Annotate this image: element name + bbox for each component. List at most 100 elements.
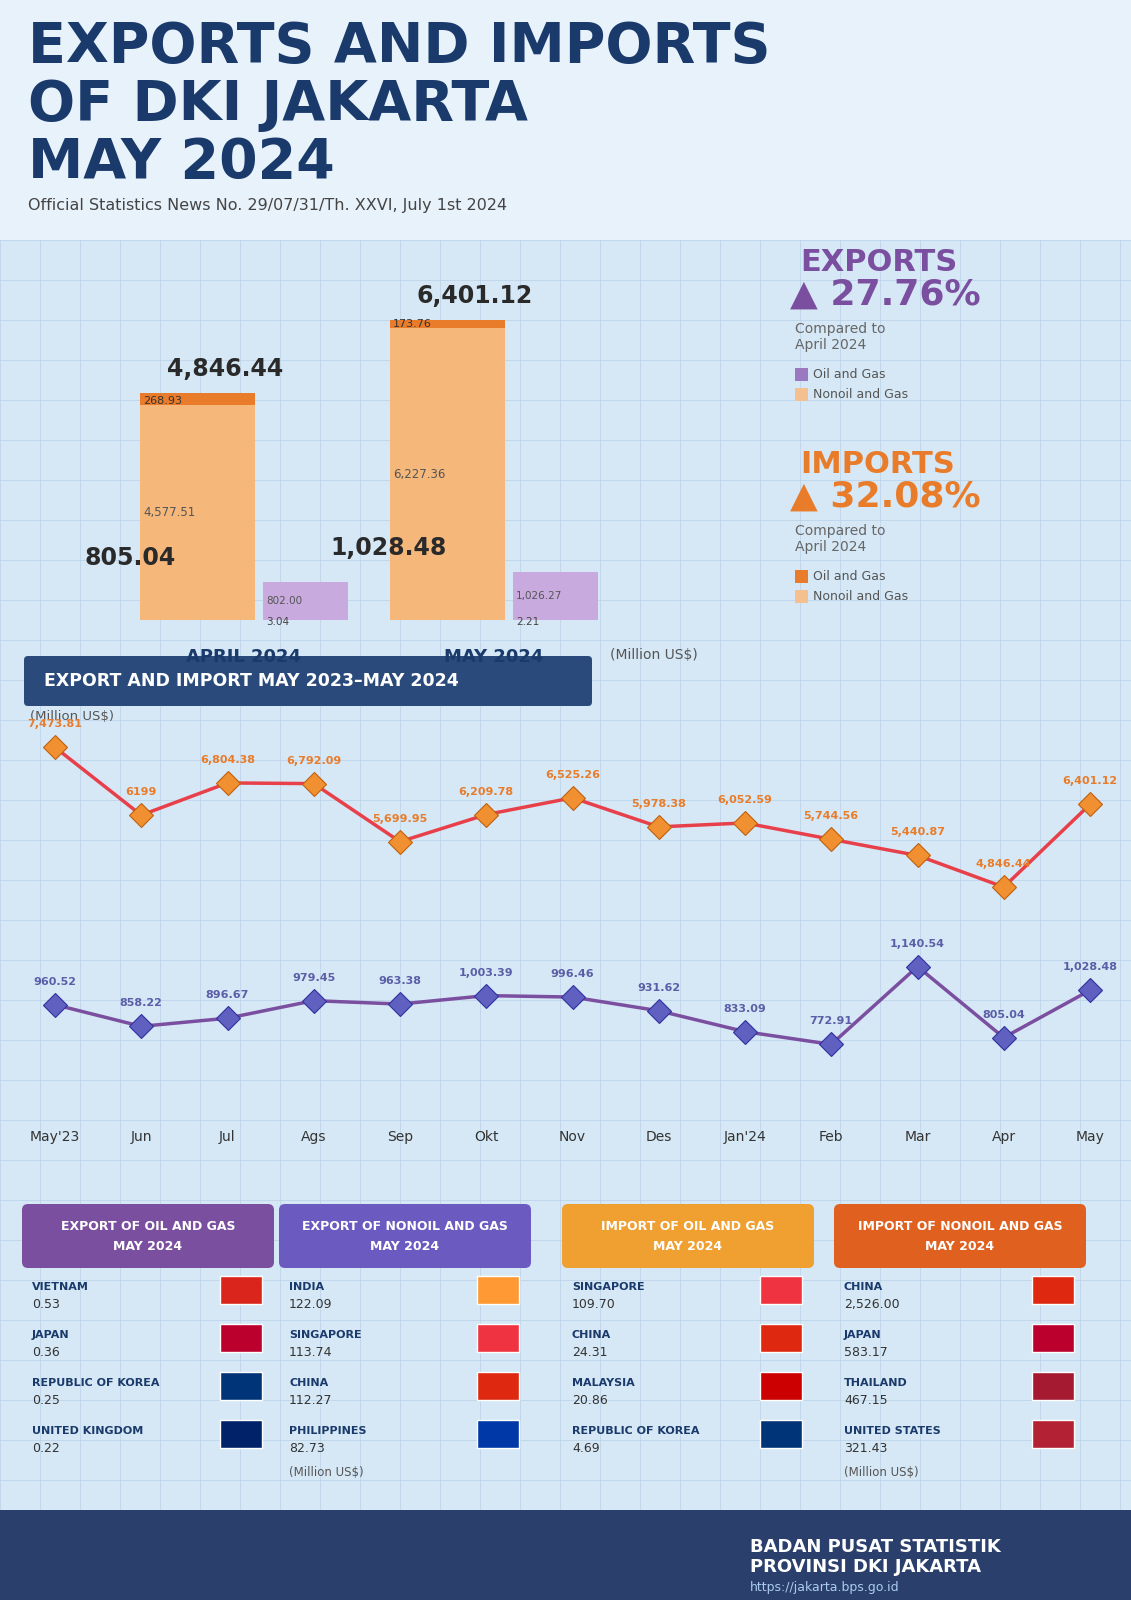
Text: 1,028.48: 1,028.48 (1062, 962, 1117, 973)
Bar (477, 1421, 519, 1448)
FancyBboxPatch shape (834, 1203, 1086, 1267)
Text: 4,846.44: 4,846.44 (976, 859, 1031, 869)
Text: 805.04: 805.04 (85, 546, 176, 570)
Bar (0, 1510, 1131, 1600)
Text: Mar: Mar (905, 1130, 931, 1144)
Bar (795, 570, 808, 582)
Bar (390, 328, 506, 619)
Text: 996.46: 996.46 (551, 970, 594, 979)
Text: Oil and Gas: Oil and Gas (813, 571, 886, 584)
Text: 4,846.44: 4,846.44 (167, 357, 283, 381)
Text: Nonoil and Gas: Nonoil and Gas (813, 389, 908, 402)
Text: UNITED KINGDOM: UNITED KINGDOM (32, 1426, 144, 1437)
Text: 321.43: 321.43 (844, 1442, 888, 1454)
Text: 1,028.48: 1,028.48 (330, 536, 447, 560)
Text: 6,052.59: 6,052.59 (717, 795, 772, 805)
Text: VIETNAM: VIETNAM (32, 1282, 89, 1293)
Text: EXPORT AND IMPORT MAY 2023–MAY 2024: EXPORT AND IMPORT MAY 2023–MAY 2024 (44, 672, 459, 690)
Text: 6,804.38: 6,804.38 (200, 755, 254, 765)
Bar (221, 1421, 262, 1448)
Text: Official Statistics News No. 29/07/31/Th. XXVI, July 1st 2024: Official Statistics News No. 29/07/31/Th… (28, 198, 507, 213)
Text: 173.76: 173.76 (392, 318, 432, 330)
Bar (477, 1325, 519, 1352)
Text: 931.62: 931.62 (637, 982, 681, 992)
Text: 1,026.27: 1,026.27 (516, 590, 562, 602)
Text: EXPORTS: EXPORTS (800, 248, 957, 277)
Text: May: May (1076, 1130, 1105, 1144)
Text: APRIL 2024: APRIL 2024 (187, 648, 302, 666)
Text: 6,401.12: 6,401.12 (417, 285, 533, 307)
Text: May'23: May'23 (29, 1130, 80, 1144)
FancyBboxPatch shape (279, 1203, 530, 1267)
Text: 5,744.56: 5,744.56 (804, 811, 858, 821)
Text: UNITED STATES: UNITED STATES (844, 1426, 941, 1437)
Bar (1031, 1371, 1074, 1400)
Text: EXPORT OF NONOIL AND GAS: EXPORT OF NONOIL AND GAS (302, 1219, 508, 1232)
Text: 805.04: 805.04 (983, 1010, 1025, 1019)
Text: 2.21: 2.21 (516, 618, 539, 627)
Bar (795, 387, 808, 402)
Text: 833.09: 833.09 (724, 1003, 767, 1014)
Text: MAY 2024: MAY 2024 (654, 1240, 723, 1253)
Bar (221, 1277, 262, 1304)
Text: REPUBLIC OF KOREA: REPUBLIC OF KOREA (32, 1378, 159, 1387)
Text: 802.00: 802.00 (266, 597, 302, 606)
Text: Apr: Apr (992, 1130, 1016, 1144)
Text: SINGAPORE: SINGAPORE (290, 1330, 362, 1341)
Text: CHINA: CHINA (290, 1378, 328, 1387)
Bar (140, 394, 254, 405)
Text: 1,003.39: 1,003.39 (459, 968, 513, 978)
Text: 5,699.95: 5,699.95 (372, 814, 428, 824)
Text: 896.67: 896.67 (206, 990, 249, 1000)
Text: EXPORTS AND IMPORTS: EXPORTS AND IMPORTS (28, 19, 770, 74)
Text: (Million US$): (Million US$) (610, 648, 698, 662)
Text: MAY 2024: MAY 2024 (371, 1240, 440, 1253)
Text: BADAN PUSAT STATISTIK: BADAN PUSAT STATISTIK (750, 1538, 1001, 1555)
Text: Jan'24: Jan'24 (724, 1130, 767, 1144)
Text: 4.69: 4.69 (572, 1442, 599, 1454)
Text: OF DKI JAKARTA: OF DKI JAKARTA (28, 78, 528, 133)
Text: Des: Des (646, 1130, 672, 1144)
Text: Feb: Feb (819, 1130, 844, 1144)
Text: Ags: Ags (301, 1130, 327, 1144)
Bar (0, 0, 1131, 240)
Text: 583.17: 583.17 (844, 1346, 888, 1358)
Text: MAY 2024: MAY 2024 (28, 136, 335, 190)
Bar (1031, 1277, 1074, 1304)
Text: 5,440.87: 5,440.87 (890, 827, 946, 837)
Bar (760, 1325, 802, 1352)
Text: INDIA: INDIA (290, 1282, 325, 1293)
Text: MALAYSIA: MALAYSIA (572, 1378, 634, 1387)
Text: SINGAPORE: SINGAPORE (572, 1282, 645, 1293)
Bar (513, 571, 598, 619)
Text: 979.45: 979.45 (292, 973, 336, 982)
Text: THAILAND: THAILAND (844, 1378, 908, 1387)
Text: 960.52: 960.52 (34, 976, 77, 987)
Bar (1031, 1421, 1074, 1448)
Text: Sep: Sep (387, 1130, 413, 1144)
FancyBboxPatch shape (562, 1203, 814, 1267)
Bar (795, 590, 808, 603)
Bar (221, 1325, 262, 1352)
Text: 1,140.54: 1,140.54 (890, 939, 946, 949)
Text: 2,526.00: 2,526.00 (844, 1298, 899, 1310)
Bar (477, 1277, 519, 1304)
Text: (Million US$): (Million US$) (31, 710, 114, 723)
Bar (760, 1421, 802, 1448)
Text: 3.04: 3.04 (266, 618, 290, 627)
Text: https://jakarta.bps.go.id: https://jakarta.bps.go.id (750, 1581, 899, 1594)
Text: 112.27: 112.27 (290, 1394, 333, 1406)
Text: April 2024: April 2024 (795, 338, 866, 352)
Text: Compared to: Compared to (795, 322, 886, 336)
Text: 268.93: 268.93 (143, 397, 182, 406)
Text: PROVINSI DKI JAKARTA: PROVINSI DKI JAKARTA (750, 1558, 981, 1576)
Text: 24.31: 24.31 (572, 1346, 607, 1358)
Text: JAPAN: JAPAN (32, 1330, 70, 1341)
Text: Jul: Jul (219, 1130, 235, 1144)
Text: ▲ 27.76%: ▲ 27.76% (789, 278, 981, 312)
Bar (264, 582, 348, 619)
Text: Jun: Jun (130, 1130, 152, 1144)
Bar (390, 320, 506, 328)
FancyBboxPatch shape (21, 1203, 274, 1267)
Text: CHINA: CHINA (844, 1282, 883, 1293)
